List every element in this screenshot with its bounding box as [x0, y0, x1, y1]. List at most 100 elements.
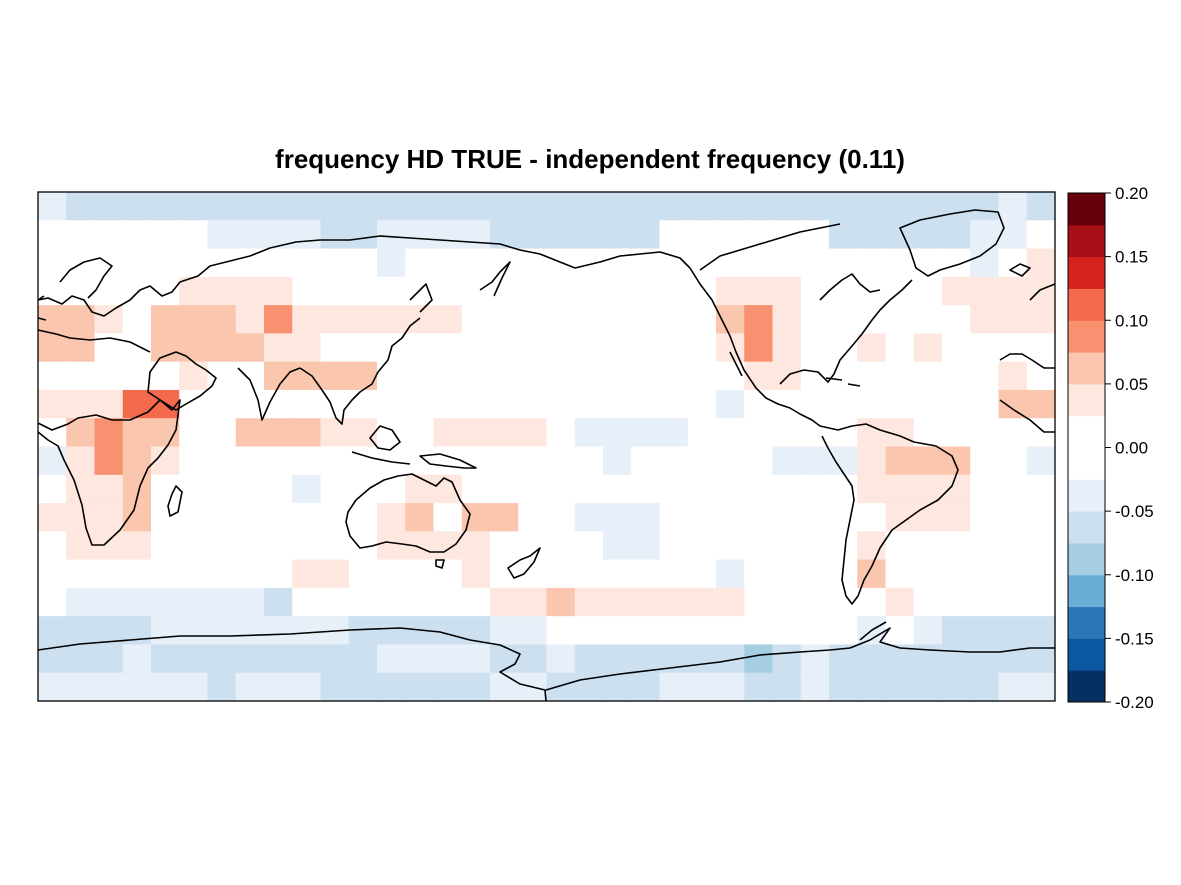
heatmap-cell [998, 418, 1028, 448]
heatmap-cell [264, 333, 293, 363]
heatmap-cell [970, 587, 1000, 617]
coastline-path [351, 451, 411, 465]
heatmap-cell [490, 474, 519, 504]
heatmap-cell [377, 220, 406, 250]
heatmap-cell [716, 616, 745, 646]
heatmap-cell [235, 276, 265, 306]
heatmap-cell [716, 531, 745, 561]
heatmap-cell [235, 503, 265, 532]
heatmap-cell [1026, 672, 1056, 702]
heatmap-cell [603, 333, 632, 363]
heatmap-cell [829, 361, 858, 391]
heatmap-cell [179, 418, 209, 448]
heatmap-cell [348, 446, 378, 476]
heatmap-cell [716, 418, 745, 448]
heatmap-cell [942, 672, 971, 702]
heatmap-cell [405, 559, 435, 589]
heatmap-cell [885, 474, 915, 504]
heatmap-cell [235, 616, 265, 646]
heatmap-cell [603, 305, 632, 334]
heatmap-cell [461, 672, 491, 702]
heatmap-cell [518, 474, 548, 504]
heatmap-cell [518, 220, 548, 250]
heatmap-cell [913, 531, 943, 561]
heatmap-cell [348, 361, 378, 391]
heatmap-cell [913, 503, 943, 532]
heatmap-cell [292, 559, 322, 589]
coastline-path [1009, 263, 1031, 277]
heatmap-cell [122, 333, 152, 363]
coastline-path [699, 223, 841, 271]
heatmap-cell [885, 587, 915, 617]
heatmap-cell [461, 361, 491, 391]
heatmap-cell [433, 220, 463, 250]
heatmap-cell [264, 418, 293, 448]
heatmap-cell [122, 559, 152, 589]
heatmap-cell [122, 220, 152, 250]
heatmap-cell [207, 503, 237, 532]
heatmap-cell [716, 389, 745, 419]
heatmap-cell [94, 672, 124, 702]
heatmap-cell [151, 672, 180, 702]
heatmap-cell [885, 248, 915, 278]
heatmap-cell [292, 248, 322, 278]
heatmap-cell [235, 474, 265, 504]
heatmap-cell [348, 389, 378, 419]
heatmap-cell [800, 192, 830, 221]
heatmap-cell [772, 616, 802, 646]
heatmap-cell [857, 418, 887, 448]
heatmap-cell [377, 644, 406, 674]
heatmap-cell [320, 248, 350, 278]
heatmap-cell [829, 503, 858, 532]
heatmap-cell [574, 248, 604, 278]
heatmap-cell [998, 248, 1028, 278]
heatmap-cell [772, 446, 802, 476]
heatmap-cell [659, 418, 689, 448]
heatmap-cell [574, 503, 604, 532]
heatmap-cell [772, 276, 802, 306]
heatmap-cell [1026, 248, 1056, 278]
heatmap-cell [179, 389, 209, 419]
heatmap-cell [574, 587, 604, 617]
heatmap-cell [490, 644, 519, 674]
heatmap-cell [659, 531, 689, 561]
heatmap-cell [913, 361, 943, 391]
heatmap-cell [970, 192, 1000, 221]
heatmap-cell [857, 644, 887, 674]
heatmap-cell [433, 305, 463, 334]
heatmap-cell [94, 587, 124, 617]
heatmap-cell [405, 446, 435, 476]
colorbar-ticks: 0.20 0.15 0.10 0.05 0.00 -0.05 -0.10 -0.15 -0.20 [1105, 184, 1154, 712]
heatmap-cell [546, 192, 576, 221]
heatmap-cell [659, 192, 689, 221]
heatmap-cell [829, 616, 858, 646]
heatmap-cell [687, 333, 717, 363]
heatmap-cell [179, 446, 209, 476]
heatmap-cell [1026, 220, 1056, 250]
coastline-path [574, 251, 691, 269]
heatmap-cell [546, 276, 576, 306]
heatmap-cell [800, 446, 830, 476]
heatmap-cell [772, 248, 802, 278]
heatmap-cell [687, 672, 717, 702]
coastline-path [729, 351, 743, 377]
heatmap-cell [151, 503, 180, 532]
heatmap-cell [490, 276, 519, 306]
heatmap-cell [433, 361, 463, 391]
heatmap-cell [292, 192, 322, 221]
heatmap-cell [179, 248, 209, 278]
heatmap-cell [885, 305, 915, 334]
heatmap-cell [94, 192, 124, 221]
heatmap-cell [518, 333, 548, 363]
heatmap-cell [744, 672, 774, 702]
heatmap-cell [716, 587, 745, 617]
heatmap-cell [829, 192, 858, 221]
heatmap-cell [292, 587, 322, 617]
heatmap-cell [829, 446, 858, 476]
heatmap-cell [320, 474, 350, 504]
heatmap-cell [207, 220, 237, 250]
heatmap-cell [207, 531, 237, 561]
heatmap-cell [151, 474, 180, 504]
heatmap-cell [405, 192, 435, 221]
heatmap-cell [433, 192, 463, 221]
